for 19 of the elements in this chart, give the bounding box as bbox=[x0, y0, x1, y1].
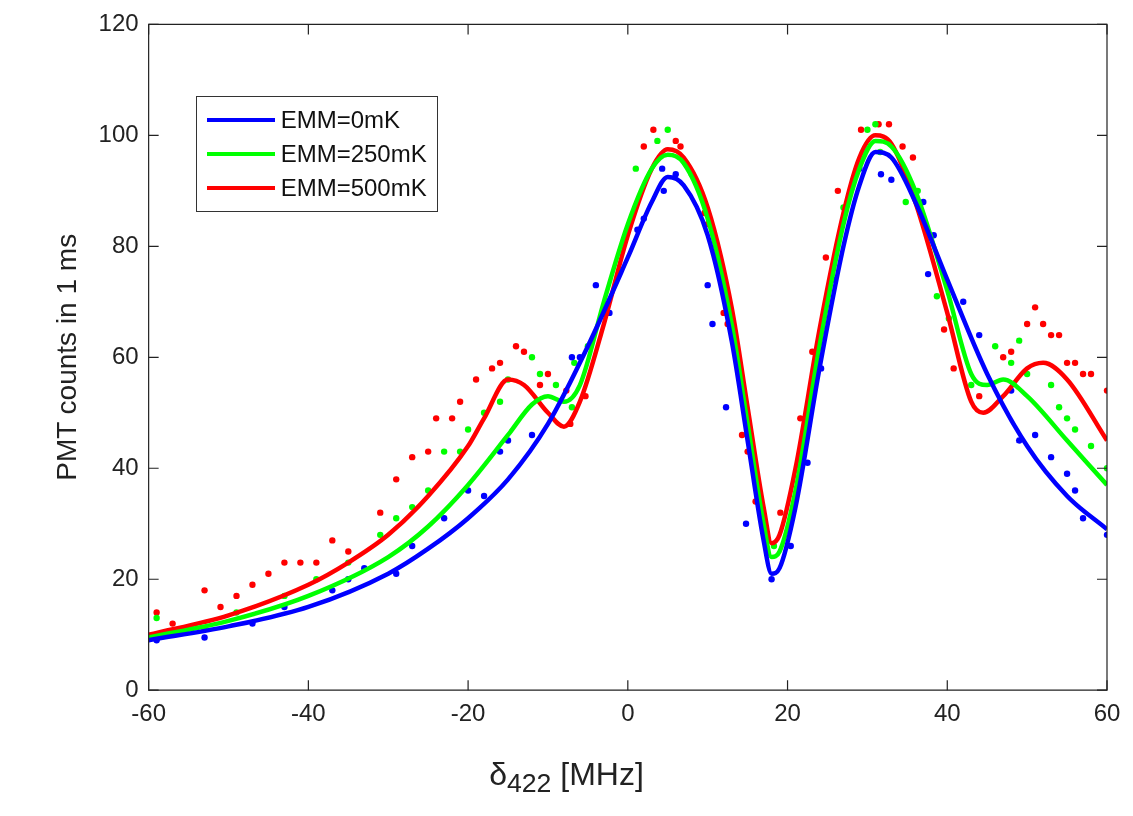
x-axis-title: δ$_{422}$ [MHz] bbox=[488, 756, 645, 800]
y-tick-label: 80 bbox=[111, 230, 139, 258]
x-tick-label: 40 bbox=[933, 699, 961, 727]
x-tick-label: 20 bbox=[774, 699, 801, 727]
y-tick-label: 100 bbox=[98, 119, 139, 147]
y-tick-label: 20 bbox=[111, 563, 139, 591]
y-tick-label: 40 bbox=[111, 452, 139, 480]
y-tick-label: 0 bbox=[125, 674, 139, 702]
y-axis-title: PMT counts in 1 ms bbox=[50, 233, 82, 481]
legend-label: EMM=0mK bbox=[280, 106, 400, 135]
x-tick-label: 0 bbox=[621, 699, 635, 727]
legend-label: EMM=500mK bbox=[280, 174, 427, 203]
x-tick-label: -40 bbox=[291, 699, 326, 727]
x-tick-label: -60 bbox=[131, 699, 166, 727]
y-tick-label: 60 bbox=[111, 341, 139, 369]
x-tick-label: -20 bbox=[450, 699, 486, 727]
y-tick-label: 120 bbox=[98, 9, 139, 37]
legend-label: EMM=250mK bbox=[280, 140, 427, 169]
x-tick-label: 60 bbox=[1093, 699, 1121, 727]
